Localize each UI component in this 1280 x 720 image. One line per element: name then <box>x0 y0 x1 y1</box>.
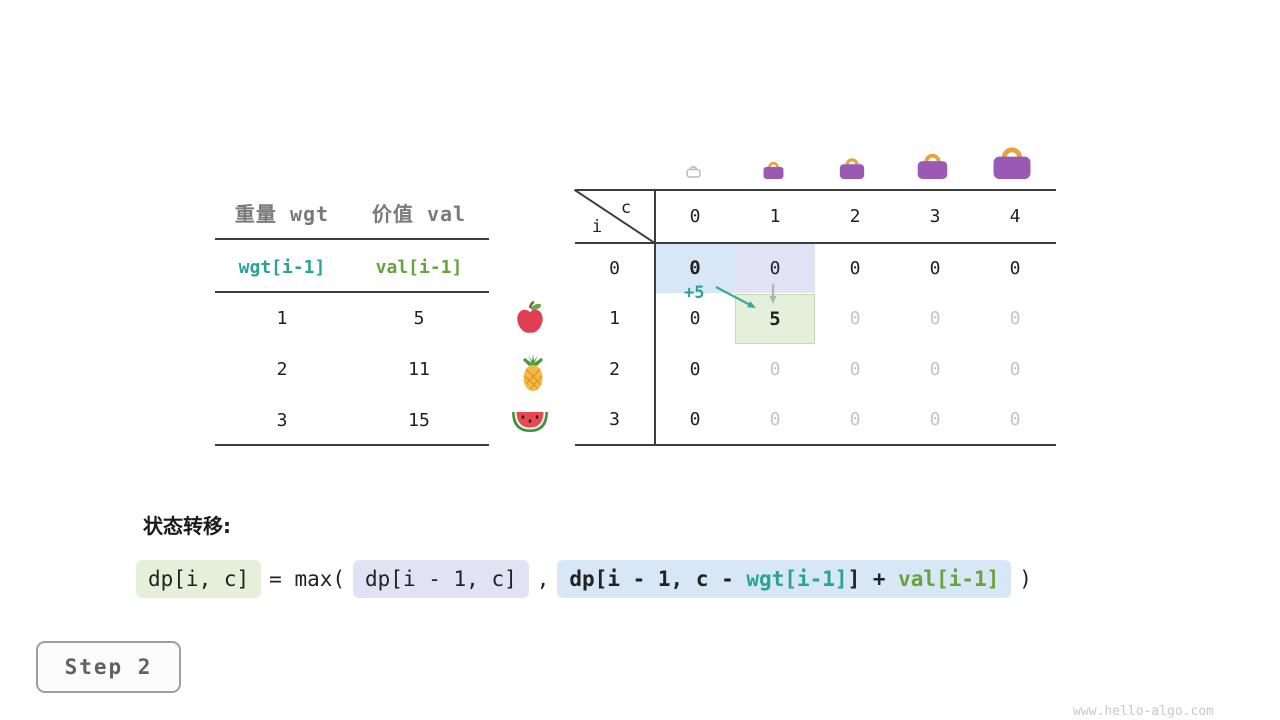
dp-cell-r1c0: 0 <box>689 308 701 330</box>
val-formula-label: val[i-1] <box>375 257 463 278</box>
dp-table-border-bottom <box>575 444 1056 446</box>
item-2-weight: 2 <box>276 359 288 380</box>
dp-cell-r1c4: 0 <box>1009 308 1021 330</box>
dp-cell-r0c1: 0 <box>769 257 781 279</box>
items-table-header-wgt: 重量 wgt <box>234 202 330 226</box>
dp-row-header-1: 1 <box>609 308 620 330</box>
item-1-weight: 1 <box>276 308 288 329</box>
formula-take-wgt: wgt[i-1] <box>746 567 848 591</box>
state-transition-formula: dp[i, c] = max( dp[i - 1, c] , dp[i - 1,… <box>136 560 1032 598</box>
dp-table-vertical-divider <box>654 189 656 446</box>
formula-equals-max: = max( <box>269 567 346 591</box>
formula-option-skip: dp[i - 1, c] <box>353 560 529 598</box>
dp-cell-r3c2: 0 <box>849 409 861 431</box>
items-table-divider-bottom <box>215 444 489 446</box>
formula-comma: , <box>536 567 550 591</box>
apple-icon <box>514 301 546 335</box>
items-table-header-val: 价值 val <box>371 202 467 226</box>
dp-cell-r0c2: 0 <box>849 257 861 279</box>
formula-close-paren: ) <box>1019 567 1032 591</box>
highlight-cell-source-above <box>735 244 815 293</box>
items-table-divider-top <box>215 238 489 240</box>
dp-cell-r2c1: 0 <box>769 358 781 380</box>
dp-col-header-3: 3 <box>929 205 941 227</box>
dp-cell-r2c4: 0 <box>1009 358 1021 380</box>
formula-option-take: dp[i - 1, c - wgt[i-1]] + val[i-1] <box>557 560 1012 598</box>
wgt-formula-label: wgt[i-1] <box>238 257 326 278</box>
dp-cell-r0c3: 0 <box>929 257 941 279</box>
formula-take-mid: ] + <box>847 567 899 591</box>
items-table-divider-mid <box>215 291 489 293</box>
item-3-value: 15 <box>408 410 430 431</box>
dp-cells-grid: 0 0 0 0 0 0 5 0 0 0 0 0 0 0 0 0 0 0 0 0 <box>655 243 1055 445</box>
pineapple-icon <box>518 354 548 392</box>
dp-cell-r2c3: 0 <box>929 358 941 380</box>
state-transition-label: 状态转移: <box>143 514 231 538</box>
dp-cell-r3c3: 0 <box>929 409 941 431</box>
dp-row-header-0: 0 <box>609 257 620 279</box>
bag-icon-large <box>916 151 949 179</box>
dp-col-header-0: 0 <box>689 205 701 227</box>
dp-cell-r3c1: 0 <box>769 409 781 431</box>
bag-icon-medium <box>839 156 865 179</box>
bag-icon-xlarge <box>991 144 1033 179</box>
highlight-cell-source-left <box>656 244 735 293</box>
dp-cell-r2c0: 0 <box>689 358 701 380</box>
empty-bag-icon <box>686 164 701 178</box>
dp-cell-r1c3: 0 <box>929 308 941 330</box>
dp-row-header-3: 3 <box>609 409 620 431</box>
dp-cell-r2c2: 0 <box>849 358 861 380</box>
item-1-value: 5 <box>413 308 425 329</box>
formula-take-val: val[i-1] <box>898 567 1000 591</box>
dp-column-headers: 0 1 2 3 4 <box>655 191 1055 241</box>
corner-row-variable: i <box>591 217 603 237</box>
dp-cell-r0c4: 0 <box>1009 257 1021 279</box>
site-watermark: www.hello-algo.com <box>1073 704 1214 719</box>
item-3-weight: 3 <box>276 410 288 431</box>
dp-row-header-2: 2 <box>609 358 620 380</box>
dp-row-headers: 0 1 2 3 <box>575 243 654 445</box>
dp-col-header-4: 4 <box>1009 205 1021 227</box>
formula-take-prefix: dp[i - 1, c - <box>569 567 747 591</box>
corner-col-variable: c <box>620 198 632 218</box>
dp-cell-r3c0: 0 <box>689 409 701 431</box>
dp-cell-r1c1: 5 <box>769 307 781 330</box>
take-item-arrow <box>715 286 756 308</box>
plus-value-annotation: +5 <box>684 283 705 303</box>
dp-col-header-2: 2 <box>849 205 861 227</box>
dp-cell-r0c0: 0 <box>689 257 701 280</box>
dp-table-border-top <box>575 189 1056 191</box>
dp-cell-r3c4: 0 <box>1009 409 1021 431</box>
dp-col-header-1: 1 <box>769 205 781 227</box>
step-button[interactable]: Step 2 <box>36 641 181 693</box>
dp-table-header-divider <box>575 242 1056 244</box>
dp-cell-r1c2: 0 <box>849 308 861 330</box>
item-2-value: 11 <box>408 359 430 380</box>
watermelon-icon <box>511 405 549 435</box>
bag-icon-small <box>763 160 784 179</box>
formula-lhs: dp[i, c] <box>136 560 262 598</box>
